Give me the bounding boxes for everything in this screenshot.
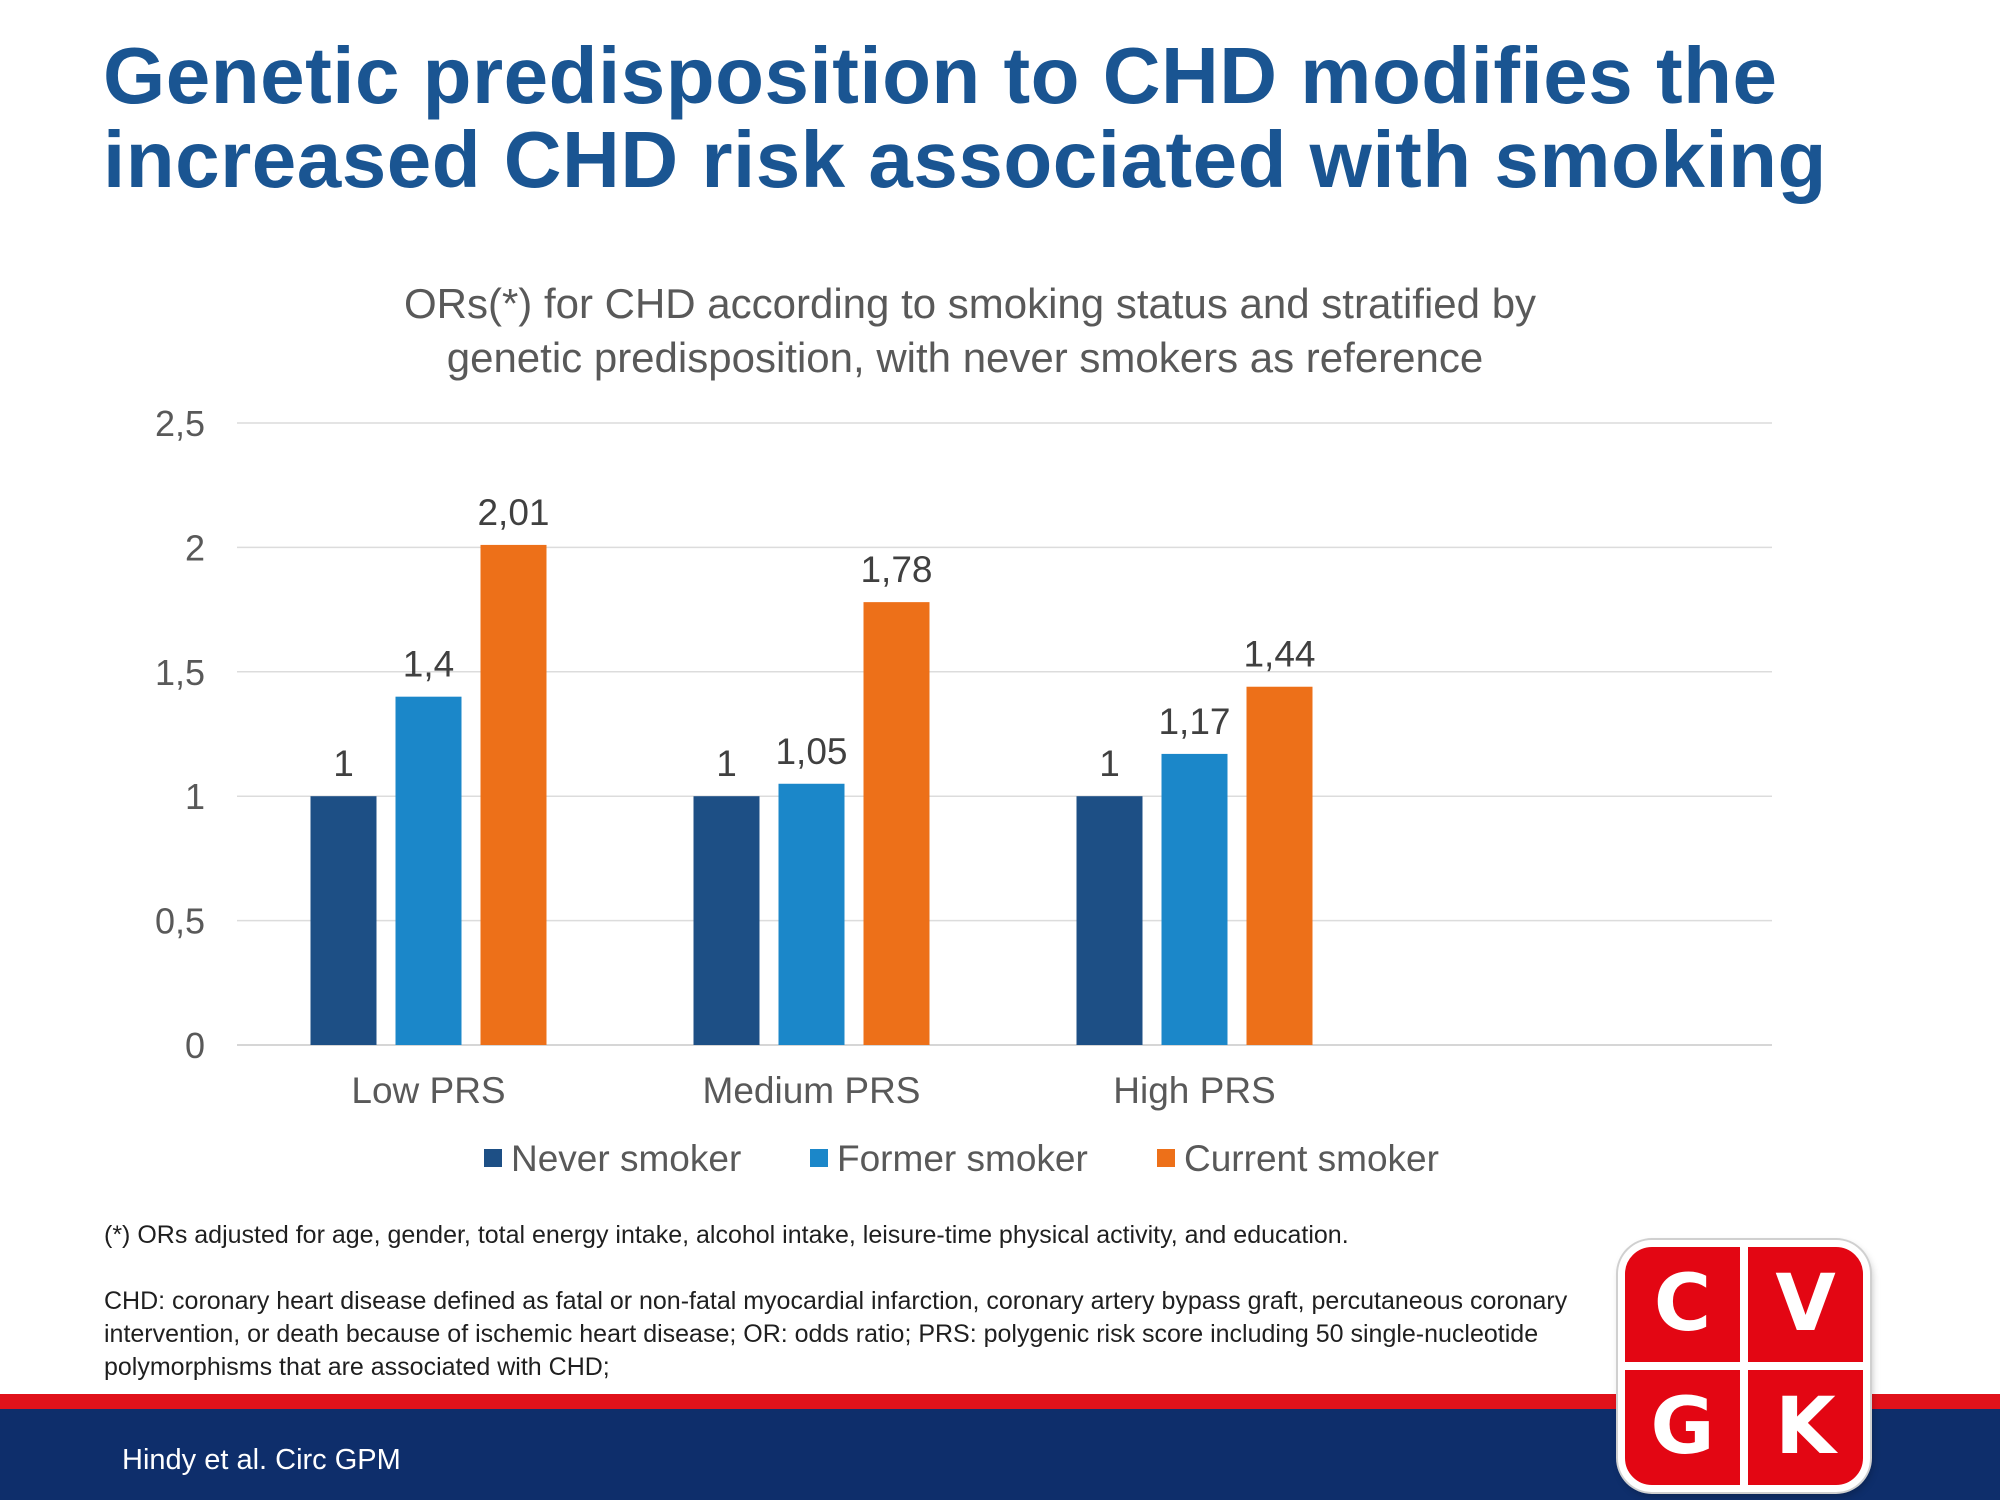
bars [311,545,1313,1045]
legend-label: Current smoker [1184,1138,1439,1179]
y-tick-label: 0 [185,1025,205,1066]
logo-letter-v: V [1748,1247,1863,1362]
gridlines [237,423,1772,1045]
chart-title-line-1: ORs(*) for CHD according to smoking stat… [404,280,1536,327]
legend-label: Never smoker [511,1138,741,1179]
legend-item: Former smoker [810,1138,1088,1179]
data-label: 1,78 [860,549,932,590]
data-label: 1,17 [1158,701,1230,742]
logo-divider-horizontal [1625,1362,1863,1370]
bar [864,602,930,1045]
y-tick-label: 1,5 [155,652,205,693]
bar [1247,687,1313,1045]
y-tick-label: 1 [185,776,205,817]
data-label: 2,01 [477,492,549,533]
footnote-adjustment: (*) ORs adjusted for age, gender, total … [104,1219,1584,1252]
x-axis: Low PRS Medium PRS High PRS [351,1070,1275,1111]
logo-letter-k: K [1748,1370,1863,1485]
y-tick-label: 2,5 [155,403,205,444]
y-tick-label: 2 [185,527,205,568]
data-label: 1 [333,743,354,784]
data-label: 1,44 [1243,634,1315,675]
legend: Never smoker Former smoker Current smoker [484,1138,1439,1179]
bar [779,784,845,1045]
bar [396,697,462,1045]
y-axis: 0 0,5 1 1,5 2 2,5 [155,403,205,1066]
data-label: 1,4 [403,644,454,685]
bar-chart: ORs(*) for CHD according to smoking stat… [0,0,2000,1240]
bar [311,796,377,1045]
chart-title: ORs(*) for CHD according to smoking stat… [404,280,1536,381]
legend-label: Former smoker [837,1138,1088,1179]
data-label: 1 [716,743,737,784]
y-tick-label: 0,5 [155,901,205,942]
legend-swatch [484,1149,502,1167]
footnote-abbreviations: CHD: coronary heart disease defined as f… [104,1285,1584,1384]
x-category-label: High PRS [1113,1070,1275,1111]
logo-letter-g: G [1625,1370,1740,1485]
x-category-label: Medium PRS [703,1070,921,1111]
legend-swatch [810,1149,828,1167]
bar [1162,754,1228,1045]
chart-title-line-2: genetic predisposition, with never smoke… [447,334,1484,381]
data-label: 1,05 [775,731,847,772]
x-category-label: Low PRS [351,1070,505,1111]
bar [481,545,547,1045]
bar [1077,796,1143,1045]
cvgk-logo: C V G K [1618,1240,1870,1492]
legend-item: Never smoker [484,1138,741,1179]
data-label: 1 [1099,743,1120,784]
legend-swatch [1157,1149,1175,1167]
source-citation: Hindy et al. Circ GPM [122,1444,401,1477]
logo-letter-c: C [1625,1247,1740,1362]
legend-item: Current smoker [1157,1138,1439,1179]
bar [694,796,760,1045]
